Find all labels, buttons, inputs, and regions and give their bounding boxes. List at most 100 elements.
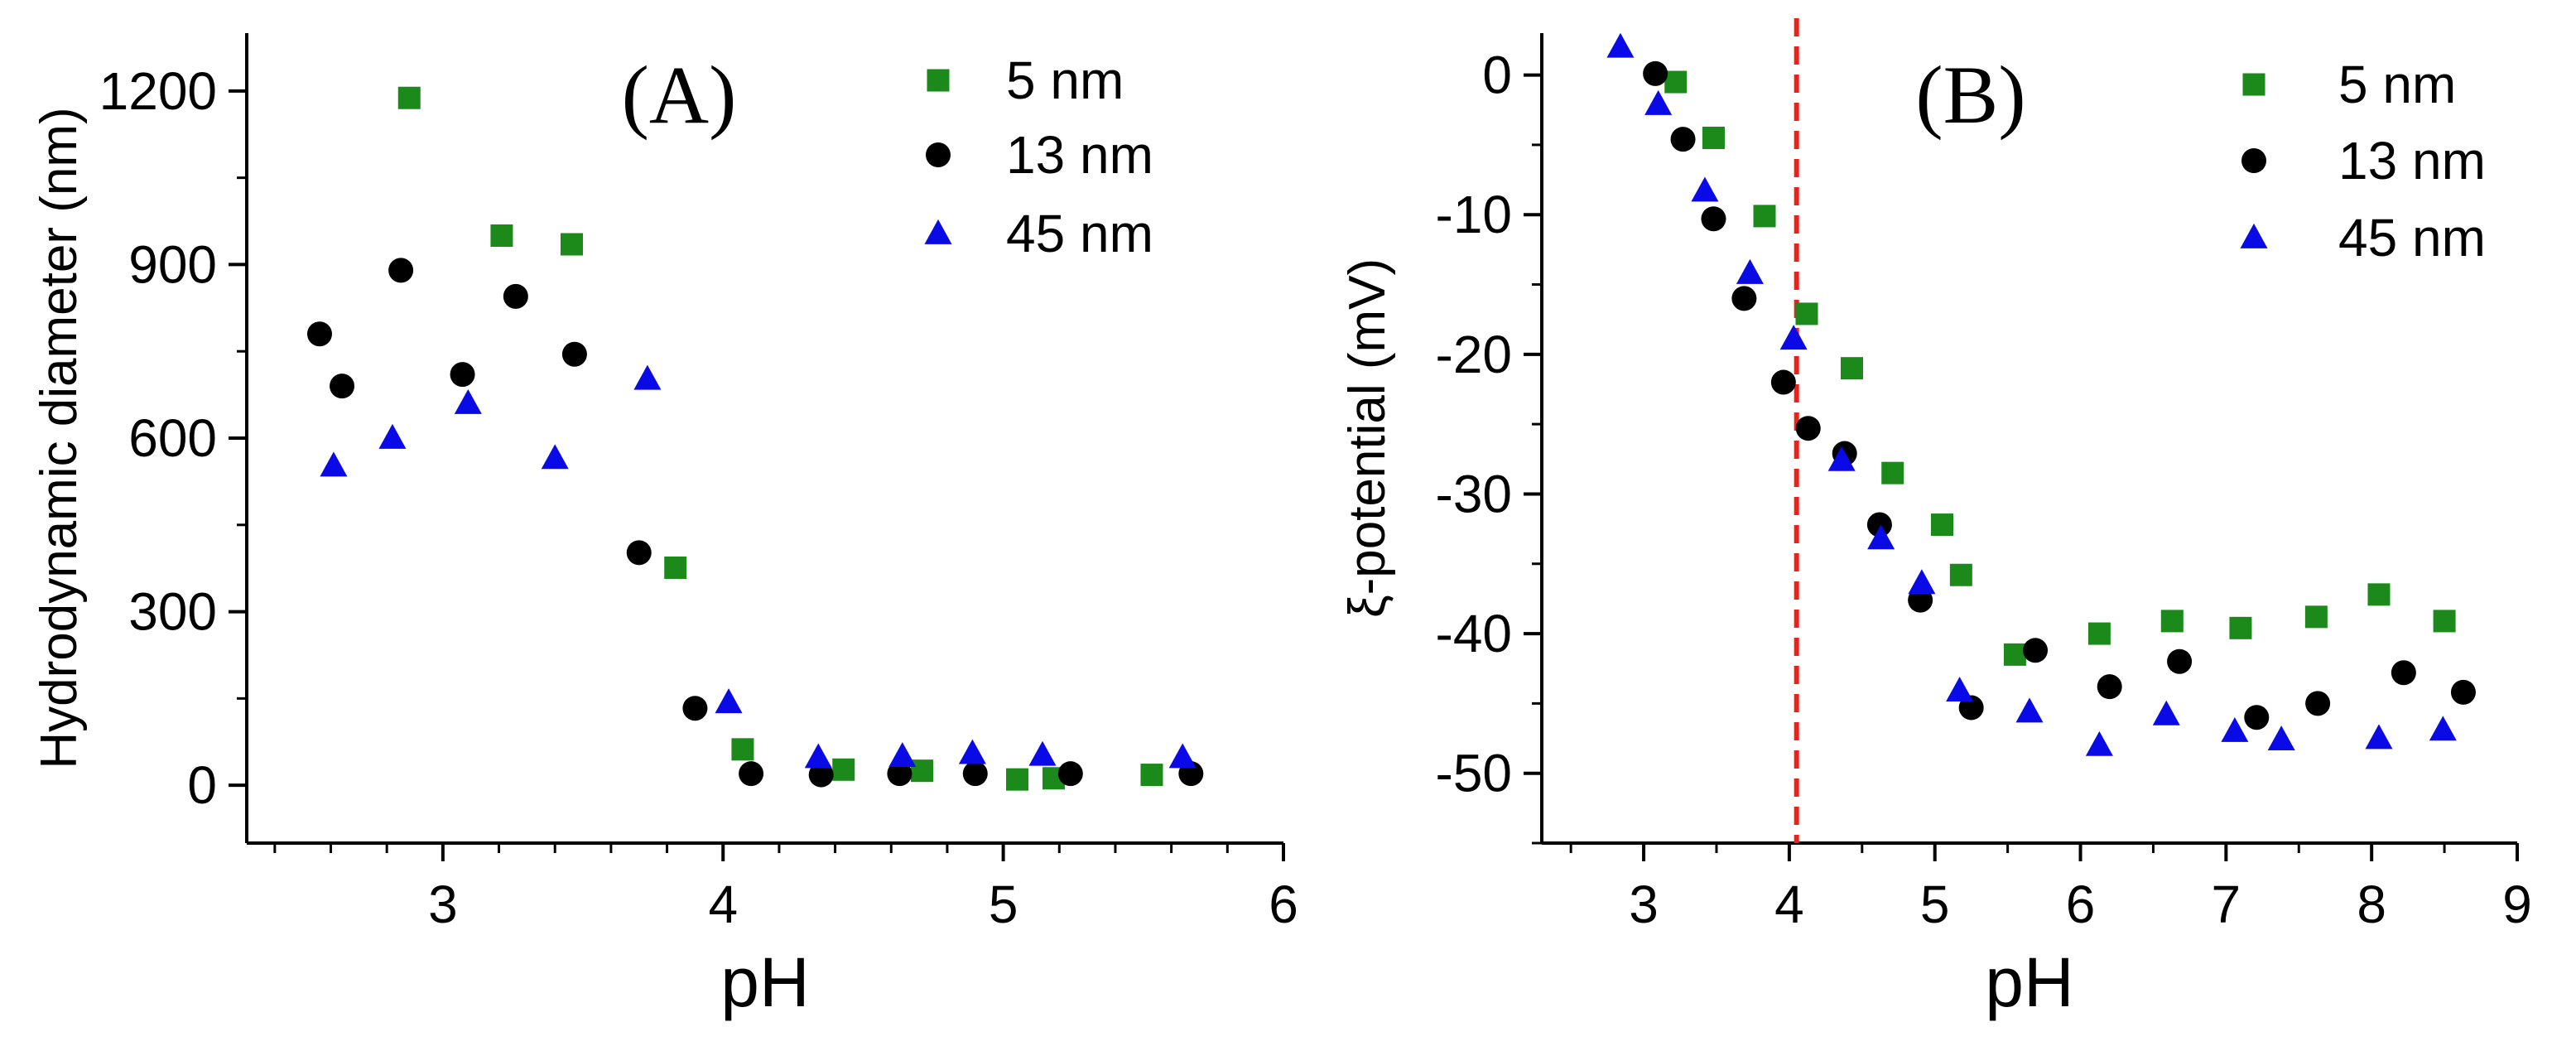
panel-a-point-circle — [450, 362, 475, 388]
panel-b-point-triangle — [2365, 724, 2393, 750]
panel-a-x-tick-label: 4 — [708, 875, 738, 934]
panel-b-legend-marker-triangle — [2240, 223, 2268, 248]
panel-a-x-tick-label: 6 — [1269, 875, 1298, 934]
panel-a-point-circle — [306, 321, 332, 347]
panel-b-point-square — [2229, 616, 2252, 639]
panel-b-point-square — [1702, 126, 1725, 149]
panel-b-point-circle — [1795, 416, 1821, 441]
panel-b-point-square — [2160, 610, 2184, 633]
panel-a-point-triangle — [958, 739, 986, 764]
panel-b-point-circle — [1670, 127, 1696, 152]
panel-b-point-square — [1753, 205, 1776, 228]
panel-b-y-tick-label: -50 — [1436, 744, 1513, 803]
panel-a-legend-marker-circle — [926, 142, 951, 167]
panel-a-point-circle — [682, 696, 708, 721]
panel-b-point-triangle — [1827, 446, 1856, 471]
panel-b-point-triangle — [1946, 677, 1974, 702]
panel-b-point-circle — [2391, 660, 2416, 686]
panel-b-point-circle — [1701, 206, 1726, 232]
panel-a-chart: 3 4 5 6 0 300 600 900 1200 pH Hydrodynamic diamete… — [31, 33, 1298, 1021]
panel-a-point-triangle — [804, 743, 832, 769]
panel-a-point-circle — [626, 540, 652, 566]
panel-a-point-circle — [388, 258, 414, 283]
panel-b-point-triangle — [1779, 325, 1808, 350]
panel-a-point-square — [832, 758, 855, 781]
panel-a-panel-label: (A) — [622, 49, 737, 141]
panel-b-point-triangle — [2221, 717, 2249, 742]
panel-a-y-tick-label: 0 — [187, 755, 217, 815]
panel-a-point-circle — [1057, 761, 1083, 787]
panel-a-point-triangle — [888, 742, 917, 768]
panel-a-x-tick-label: 3 — [428, 875, 458, 934]
panel-a-legend-label: 13 nm — [1006, 125, 1153, 185]
panel-b-point-square — [2433, 610, 2456, 633]
panel-b-point-square — [2003, 643, 2026, 666]
panel-b-point-triangle — [2152, 700, 2180, 725]
panel-b-x-tick-label: 8 — [2357, 875, 2386, 934]
panel-a-point-square — [731, 738, 754, 761]
panel-a-legend: 5 nm 13 nm 45 nm — [924, 51, 1153, 263]
panel-b-x-tick-label: 6 — [2066, 875, 2096, 934]
panel-a-point-triangle — [454, 388, 482, 414]
panel-b-legend-label: 5 nm — [2338, 55, 2456, 114]
panel-b-point-circle — [2450, 679, 2476, 705]
panel-b-point-square — [1664, 70, 1688, 94]
panel-a-point-square — [910, 759, 933, 783]
panel-b-point-square — [1795, 302, 1818, 325]
panel-a-legend-marker-square — [927, 69, 950, 92]
panel-b-point-triangle — [1606, 32, 1635, 58]
panel-a-y-axis-title: Hydrodynamic diameter (nm) — [31, 107, 88, 769]
panel-b-legend-marker-circle — [2241, 148, 2266, 173]
panel-b-legend: 5 nm 13 nm 45 nm — [2240, 55, 2486, 268]
panel-a-point-square — [490, 224, 513, 247]
panel-a-point-triangle — [378, 423, 407, 449]
panel-a-point-triangle — [541, 444, 569, 470]
panel-a-point-square — [664, 556, 687, 579]
panel-b-x-axis-title: pH — [1985, 943, 2073, 1021]
panel-a-y-tick-label: 900 — [128, 234, 217, 294]
panel-a-point-triangle — [715, 688, 743, 714]
panel-b-point-circle — [2167, 648, 2193, 674]
panel-a-point-circle — [330, 374, 355, 399]
panel-a-legend-label: 45 nm — [1006, 204, 1153, 263]
panel-b-y-tick-label: 0 — [1482, 46, 1512, 105]
panel-b-point-square — [1881, 461, 1904, 484]
panel-b-x-tick-label: 3 — [1629, 875, 1659, 934]
panel-b-point-triangle — [1644, 89, 1673, 115]
panel-a-point-square — [1006, 768, 1029, 791]
panel-b-point-circle — [1731, 286, 1757, 311]
panel-b-x-tick-label: 4 — [1774, 875, 1804, 934]
panel-b-point-square — [2367, 583, 2391, 606]
panel-a-point-square — [561, 233, 584, 256]
panel-b-point-square — [1840, 357, 1863, 380]
panel-b-point-triangle — [1867, 524, 1895, 550]
panel-b-y-tick-label: -20 — [1436, 325, 1513, 384]
panel-b-x-tick-label: 9 — [2502, 875, 2532, 934]
panel-b-y-tick-label: -40 — [1436, 604, 1513, 663]
panel-a-x-axis-title: pH — [720, 943, 809, 1021]
panel-b-point-triangle — [1736, 258, 1764, 284]
panel-b-y-axis-title: ξ-potential (mV) — [1339, 258, 1396, 618]
panel-b-point-square — [2087, 622, 2111, 645]
panel-b-y-tick-label: -30 — [1436, 464, 1513, 523]
panel-a-point-circle — [808, 762, 834, 788]
panel-b-chart: 3 4 5 6 7 8 9 0 -10 -20 -30 -40 -50 pH ξ-potential (mV… — [1339, 18, 2532, 1021]
panel-a-point-circle — [887, 761, 912, 787]
panel-a-y-tick-label: 1200 — [99, 61, 217, 121]
panel-b-y-tick-label: -10 — [1436, 185, 1513, 244]
panel-a-point-triangle — [1168, 743, 1197, 769]
panel-b-point-square — [2304, 605, 2328, 629]
panel-b-x-tick-label: 7 — [2212, 875, 2241, 934]
panel-b-point-circle — [1643, 60, 1668, 86]
panel-b-point-triangle — [2015, 697, 2044, 723]
panel-b-point-circle — [2097, 674, 2122, 700]
panel-b-point-circle — [1866, 512, 1892, 537]
panel-b-point-triangle — [2085, 730, 2113, 756]
panel-a-point-triangle — [320, 451, 348, 477]
panel-a-point-triangle — [633, 364, 662, 390]
panel-b-x-tick-label: 5 — [1920, 875, 1950, 934]
panel-a-point-square — [1140, 764, 1163, 787]
panel-b-legend-label: 45 nm — [2338, 208, 2486, 268]
panel-a-point-circle — [561, 341, 587, 367]
